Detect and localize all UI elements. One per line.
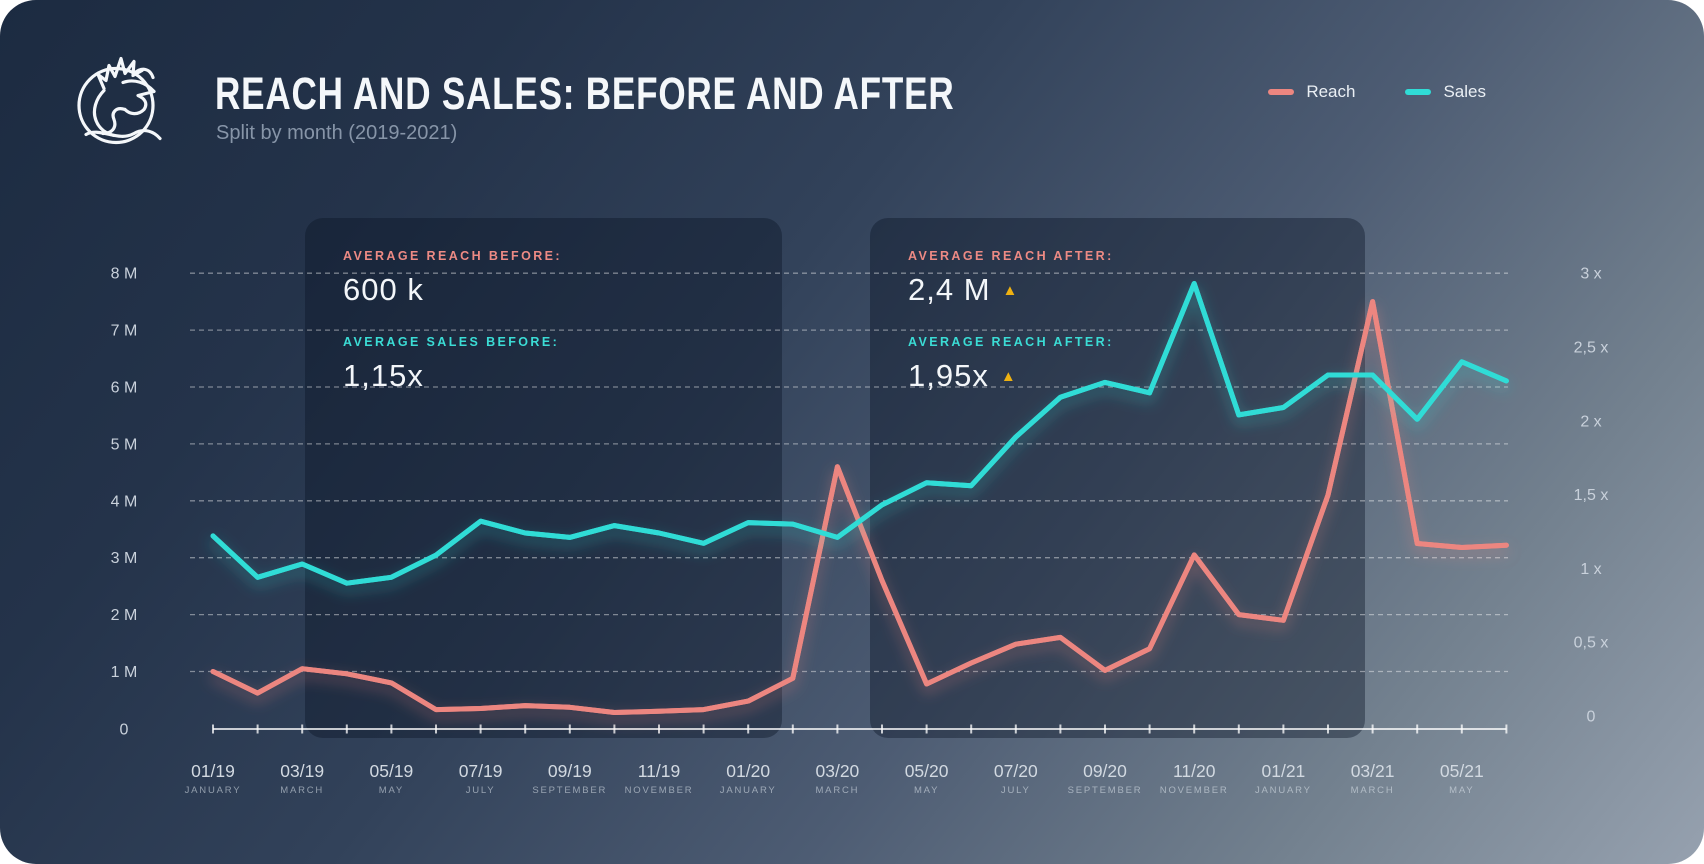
svg-text:NOVEMBER: NOVEMBER — [1160, 785, 1229, 796]
stat-value-reach-before: 600 k — [343, 272, 763, 308]
page-subtitle: Split by month (2019-2021) — [216, 122, 458, 144]
svg-text:SEPTEMBER: SEPTEMBER — [532, 785, 607, 796]
stat-label-reach-after: AVERAGE REACH AFTER: — [908, 249, 1114, 263]
reach-swatch-icon — [1268, 89, 1295, 95]
svg-text:07/19: 07/19 — [459, 761, 503, 781]
y-axis-left-labels: 0 1 M 2 M 3 M 4 M 5 M 6 M 7 M 8 M — [111, 266, 138, 739]
svg-text:09/19: 09/19 — [548, 761, 592, 781]
page-title: REACH AND SALES: BEFORE AND AFTER — [215, 68, 955, 119]
svg-text:MARCH: MARCH — [815, 785, 859, 796]
svg-text:JANUARY: JANUARY — [1255, 785, 1312, 796]
stat-label-sales-after: AVERAGE REACH AFTER: — [908, 335, 1114, 349]
svg-text:0: 0 — [1587, 709, 1596, 726]
svg-text:1 x: 1 x — [1580, 561, 1601, 578]
stat-value-sales-before: 1,15x — [343, 358, 763, 394]
svg-text:05/19: 05/19 — [370, 761, 414, 781]
legend-item-sales: Sales — [1405, 82, 1486, 102]
svg-text:4 M: 4 M — [111, 493, 138, 510]
dragon-tail — [84, 129, 162, 141]
svg-text:03/21: 03/21 — [1351, 761, 1395, 781]
increase-icon: ▲ — [1000, 367, 1017, 385]
stat-value-text: 1,95x — [908, 358, 989, 393]
stat-label-reach-before: AVERAGE REACH BEFORE: — [343, 249, 562, 263]
stat-label-sales-before: AVERAGE SALES BEFORE: — [343, 335, 560, 349]
svg-text:05/21: 05/21 — [1440, 761, 1484, 781]
svg-text:11/19: 11/19 — [638, 761, 681, 781]
svg-text:3 x: 3 x — [1580, 266, 1601, 283]
svg-text:3 M: 3 M — [111, 550, 138, 567]
svg-text:MAY: MAY — [914, 785, 939, 796]
svg-text:0,5 x: 0,5 x — [1574, 635, 1609, 652]
stat-value-text: 1,15x — [343, 358, 424, 393]
svg-text:8 M: 8 M — [111, 266, 138, 283]
svg-text:03/19: 03/19 — [280, 761, 324, 781]
svg-text:2 M: 2 M — [111, 607, 138, 624]
after-period-panel — [870, 218, 1365, 738]
svg-text:01/20: 01/20 — [726, 761, 770, 781]
svg-text:SEPTEMBER: SEPTEMBER — [1068, 785, 1143, 796]
svg-text:7 M: 7 M — [111, 323, 138, 340]
svg-text:5 M: 5 M — [111, 436, 138, 453]
sales-swatch-icon — [1405, 89, 1432, 95]
svg-text:07/20: 07/20 — [994, 761, 1038, 781]
svg-text:0: 0 — [120, 722, 129, 739]
svg-text:09/20: 09/20 — [1083, 761, 1127, 781]
legend-label-reach: Reach — [1306, 82, 1356, 101]
x-axis-baseline — [212, 724, 1508, 734]
stat-value-reach-after: 2,4 M ▲ — [908, 272, 1328, 308]
svg-text:2,5 x: 2,5 x — [1574, 340, 1609, 357]
svg-text:11/20: 11/20 — [1173, 761, 1216, 781]
series-lines — [210, 281, 1509, 715]
svg-text:JANUARY: JANUARY — [185, 785, 242, 796]
sales-line — [210, 281, 1509, 586]
chart-legend: Reach Sales — [1268, 82, 1486, 102]
x-axis-labels: 01/19 JANUARY 03/19 MARCH 05/19 MAY 07/19 JULY 0… — [185, 761, 1484, 796]
legend-item-reach: Reach — [1268, 82, 1355, 102]
svg-text:MARCH: MARCH — [280, 785, 324, 796]
dragon-head — [121, 79, 156, 116]
increase-icon: ▲ — [1002, 281, 1019, 299]
svg-text:6 M: 6 M — [111, 380, 138, 397]
svg-text:1,5 x: 1,5 x — [1574, 487, 1609, 504]
svg-text:1 M: 1 M — [111, 664, 138, 681]
legend-label-sales: Sales — [1443, 82, 1486, 101]
before-period-panel — [305, 218, 782, 738]
gridlines — [190, 272, 1508, 673]
svg-text:MAY: MAY — [379, 785, 404, 796]
svg-text:NOVEMBER: NOVEMBER — [625, 785, 694, 796]
svg-text:JANUARY: JANUARY — [720, 785, 777, 796]
stat-value-sales-after: 1,95x ▲ — [908, 358, 1328, 394]
stats-after: AVERAGE REACH AFTER: 2,4 M ▲ AVERAGE REA… — [908, 249, 1328, 421]
svg-text:JULY: JULY — [1001, 785, 1031, 796]
dragon-mane — [96, 56, 144, 91]
svg-text:01/19: 01/19 — [191, 761, 235, 781]
stats-before: AVERAGE REACH BEFORE: 600 k AVERAGE SALE… — [343, 249, 763, 421]
dragon-logo — [77, 56, 162, 145]
stat-value-text: 2,4 M — [908, 272, 991, 307]
dragon-neck — [101, 107, 127, 136]
stat-value-text: 600 k — [343, 272, 424, 307]
svg-text:2 x: 2 x — [1580, 413, 1601, 430]
svg-text:MAY: MAY — [1449, 785, 1474, 796]
dragon-horn — [132, 67, 155, 80]
y-axis-right-labels: 0 0,5 x 1 x 1,5 x 2 x 2,5 x 3 x — [1574, 266, 1609, 726]
svg-text:MARCH: MARCH — [1351, 785, 1395, 796]
svg-text:JULY: JULY — [466, 785, 496, 796]
svg-text:05/20: 05/20 — [905, 761, 949, 781]
svg-text:03/20: 03/20 — [816, 761, 860, 781]
svg-text:01/21: 01/21 — [1262, 761, 1306, 781]
